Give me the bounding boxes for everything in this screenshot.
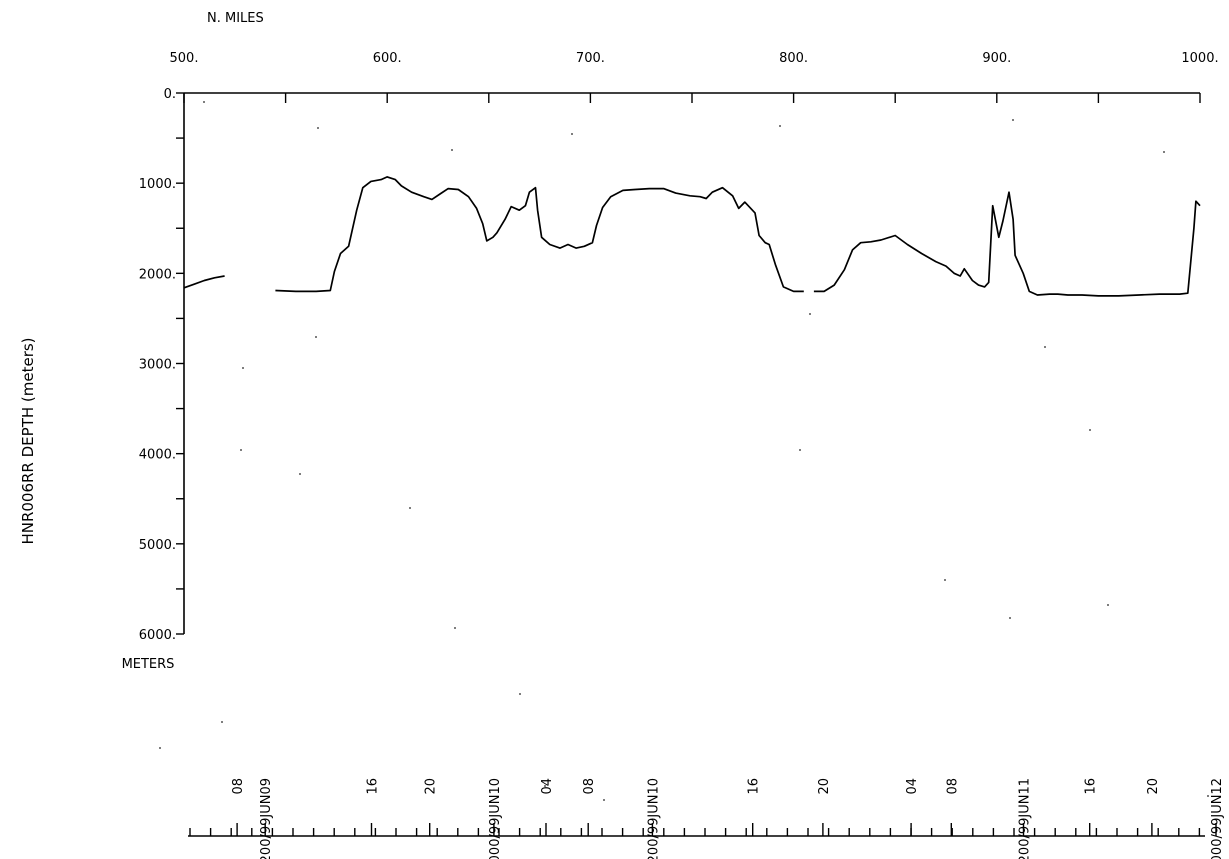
- scan-speck: [799, 449, 801, 451]
- time-axis: 08 1200/99JUN09 16 20 0000/99JUN10 04 08 1200/9…: [188, 778, 1225, 859]
- x-tick-label: 700.: [576, 51, 605, 66]
- scan-speck: [519, 693, 521, 695]
- time-axis-label: 04: [540, 778, 555, 795]
- y-tick-label: 3000.: [139, 358, 176, 373]
- scan-speck: [1207, 795, 1209, 797]
- scan-speck: [1107, 604, 1109, 606]
- scan-speck: [299, 473, 301, 475]
- scan-speck: [571, 133, 573, 135]
- y-tick-label: 1000.: [139, 177, 176, 192]
- scan-speck: [809, 313, 811, 315]
- x-tick-label: 500.: [170, 51, 199, 66]
- scan-speck: [454, 627, 456, 629]
- x-tick-label: 1000.: [1181, 51, 1218, 66]
- x-ticks: 500. 600. 700. 800. 900. 1000.: [170, 51, 1219, 103]
- scan-speck: [544, 785, 546, 787]
- scan-specks: [159, 101, 1209, 801]
- depth-trace-segment: [275, 176, 804, 293]
- time-axis-label: 20: [817, 778, 832, 795]
- depth-traces: [183, 176, 1201, 297]
- scan-speck: [317, 127, 319, 129]
- x-tick-label: 900.: [982, 51, 1011, 66]
- time-axis-label: 16: [366, 778, 381, 795]
- time-axis-label: 1200/99JUN11: [1018, 778, 1033, 859]
- time-axis-label: 20: [1146, 778, 1161, 795]
- time-axis-label: 1200/99JUN10: [646, 778, 661, 859]
- scan-speck: [1089, 429, 1091, 431]
- time-axis-label: 04: [905, 778, 920, 795]
- scan-speck: [221, 721, 223, 723]
- time-axis-label: 0000/99JUN12: [1210, 778, 1225, 859]
- time-axis-label: 20: [424, 778, 439, 795]
- time-axis-label: 08: [945, 778, 960, 795]
- scan-speck: [1044, 346, 1046, 348]
- scan-speck: [1009, 617, 1011, 619]
- x-tick-label: 600.: [373, 51, 402, 66]
- scan-speck: [203, 101, 205, 103]
- time-axis-label: 16: [1084, 778, 1099, 795]
- y-ticks: 0. 1000. 2000. 3000. 4000. 5000. 6000.: [139, 87, 184, 643]
- y-tick-label: 0.: [164, 87, 176, 102]
- x-unit-label: N. MILES: [207, 11, 264, 26]
- y-axis-title: HNR006RR DEPTH (meters): [19, 337, 37, 544]
- y-unit-label: METERS: [122, 657, 175, 672]
- plot-axes: [183, 92, 1200, 634]
- scan-speck: [240, 449, 242, 451]
- time-axis-label: 08: [582, 778, 597, 795]
- scan-speck: [779, 125, 781, 127]
- y-tick-label: 6000.: [139, 628, 176, 643]
- time-axis-label: 0000/99JUN10: [488, 778, 503, 859]
- scan-speck: [1012, 119, 1014, 121]
- y-tick-label: 2000.: [139, 267, 176, 282]
- time-axis-label: 08: [231, 778, 246, 795]
- scan-speck: [1163, 151, 1165, 153]
- time-axis-label: 1200/99JUN09: [259, 778, 274, 859]
- scan-speck: [451, 149, 453, 151]
- x-tick-label: 800.: [779, 51, 808, 66]
- scan-speck: [242, 367, 244, 369]
- time-axis-label: 16: [747, 778, 762, 795]
- scan-speck: [409, 507, 411, 509]
- y-tick-label: 5000.: [139, 538, 176, 553]
- y-tick-label: 4000.: [139, 448, 176, 463]
- scan-speck: [315, 336, 317, 338]
- depth-trace-segment: [813, 191, 1201, 297]
- depth-trace-segment: [183, 275, 225, 289]
- scan-speck: [159, 747, 161, 749]
- scan-speck: [944, 579, 946, 581]
- scan-speck: [603, 799, 605, 801]
